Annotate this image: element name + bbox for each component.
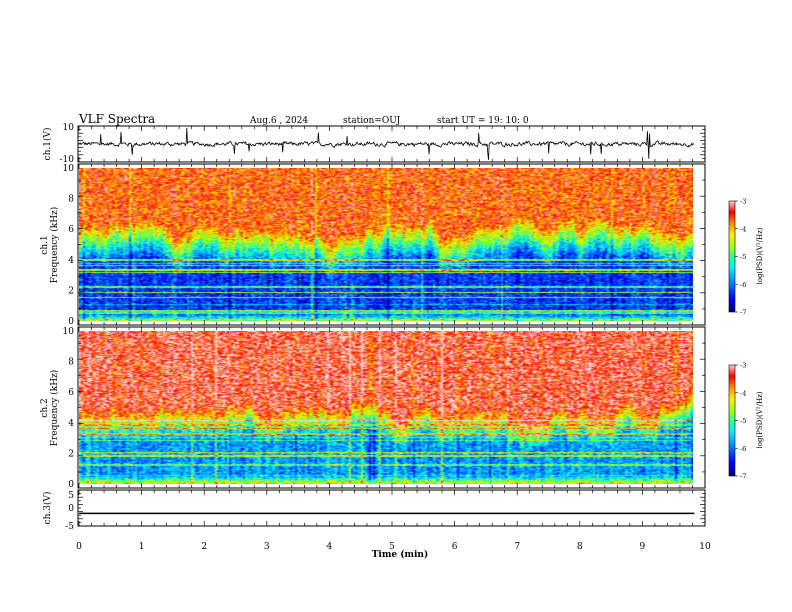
ch1-waveform-ticks — [78, 125, 706, 163]
ch1-spectrogram-ticks — [78, 163, 706, 326]
colorbar-tick-label: -5 — [740, 417, 746, 425]
x-tick-label: 0 — [76, 542, 82, 552]
ch3-ytick-bottom: -5 — [65, 522, 74, 532]
ch3-waveform-panel: 5 0 -5 ch.3(V) — [42, 489, 706, 532]
ch3-waveform-ticks — [78, 489, 706, 527]
ch2-spectrogram-yticks: 0 2 4 6 8 10 — [63, 327, 75, 490]
figure-title: VLF Spectra — [78, 112, 155, 126]
ch1-spectrogram-panel: 0 2 4 6 8 10 ch.1 Frequency (kHz) — [40, 163, 706, 327]
ch2-spectrogram-ticks — [78, 326, 706, 489]
ch1-spectrogram-ylabel-line2: Frequency (kHz) — [49, 207, 60, 284]
x-tick-label: 1 — [139, 542, 145, 552]
y-tick-label: 6 — [68, 388, 74, 398]
ch2-spectrogram-ylabel-line2: Frequency (kHz) — [49, 370, 60, 447]
ch2-colorbar-ticks: -3 -4 -5 -6 -7 — [735, 362, 746, 481]
x-tick-label: 4 — [327, 542, 333, 552]
ch1-ytick-bottom: -10 — [60, 155, 75, 165]
colorbar-tick-label: -7 — [740, 309, 746, 317]
x-tick-label: 9 — [640, 542, 646, 552]
ch1-wave-path — [78, 127, 695, 160]
y-tick-label: 0 — [68, 480, 74, 490]
ch2-colorbar-label: log(PSD)(V²/Hz) — [756, 391, 764, 448]
x-tick-label: 2 — [201, 542, 207, 552]
y-tick-label: 2 — [68, 449, 74, 459]
y-tick-label: 10 — [63, 164, 75, 174]
y-tick-label: 8 — [68, 195, 74, 205]
colorbar-tick-label: -6 — [740, 281, 746, 289]
ch1-colorbar: -3 -4 -5 -6 -7 log(PSD)(V²/Hz) — [728, 198, 764, 317]
y-tick-label: 4 — [68, 256, 74, 266]
date-label: Aug.6 , 2024 — [249, 116, 308, 126]
ch3-ytick-mid: 0 — [68, 504, 74, 514]
colorbar-tick-label: -5 — [740, 253, 746, 261]
station-label: station=OUJ — [343, 116, 401, 126]
ch1-waveform-panel: 10 -10 ch.1(V) — [42, 123, 706, 165]
ch3-waveform-ylabel: ch.3(V) — [42, 492, 53, 525]
y-tick-label: 4 — [68, 419, 74, 429]
y-tick-label: 8 — [68, 358, 74, 368]
ch2-spectrogram-image — [79, 331, 693, 484]
colorbar-tick-label: -6 — [740, 445, 746, 453]
x-axis-label: Time (min) — [372, 549, 429, 560]
x-tick-label: 10 — [699, 542, 711, 552]
ch1-ytick-top: 10 — [63, 123, 75, 133]
ch2-spectrogram-panel: 0 2 4 6 8 10 ch.2 Frequency (kHz) — [40, 326, 706, 490]
x-axis-tick-labels: 0 1 2 3 4 5 6 7 8 9 10 — [76, 542, 711, 552]
colorbar-tick-label: -3 — [740, 198, 746, 206]
y-tick-label: 6 — [68, 225, 74, 235]
x-tick-label: 5 — [389, 542, 395, 552]
ch1-waveform-trace — [78, 127, 695, 160]
y-tick-label: 10 — [63, 327, 75, 337]
ch1-colorbar-ticks: -3 -4 -5 -6 -7 — [735, 198, 746, 317]
ch2-spectrogram-ylabel-line1: ch.2 — [40, 398, 50, 417]
ch1-spectrogram-yticks: 0 2 4 6 8 10 — [63, 164, 75, 327]
ch1-waveform-ylabel: ch.1(V) — [42, 128, 53, 161]
ch3-ytick-top: 5 — [68, 491, 74, 501]
ch2-colorbar: -3 -4 -5 -6 -7 log(PSD)(V²/Hz) — [728, 362, 764, 481]
y-tick-label: 2 — [68, 286, 74, 296]
colorbar-tick-label: -3 — [740, 362, 746, 370]
colorbar-tick-label: -4 — [740, 225, 746, 233]
ch1-colorbar-label: log(PSD)(V²/Hz) — [756, 227, 764, 284]
x-tick-label: 3 — [264, 542, 270, 552]
colorbar-tick-label: -7 — [740, 473, 746, 481]
x-tick-label: 6 — [452, 542, 458, 552]
x-tick-label: 7 — [514, 542, 520, 552]
ch1-spectrogram-image — [79, 168, 693, 321]
colorbar-tick-label: -4 — [740, 389, 746, 397]
x-tick-label: 8 — [577, 542, 583, 552]
start-time-label: start UT = 19: 10: 0 — [437, 116, 529, 126]
ch1-spectrogram-ylabel-line1: ch.1 — [40, 235, 50, 254]
y-tick-label: 0 — [68, 317, 74, 327]
